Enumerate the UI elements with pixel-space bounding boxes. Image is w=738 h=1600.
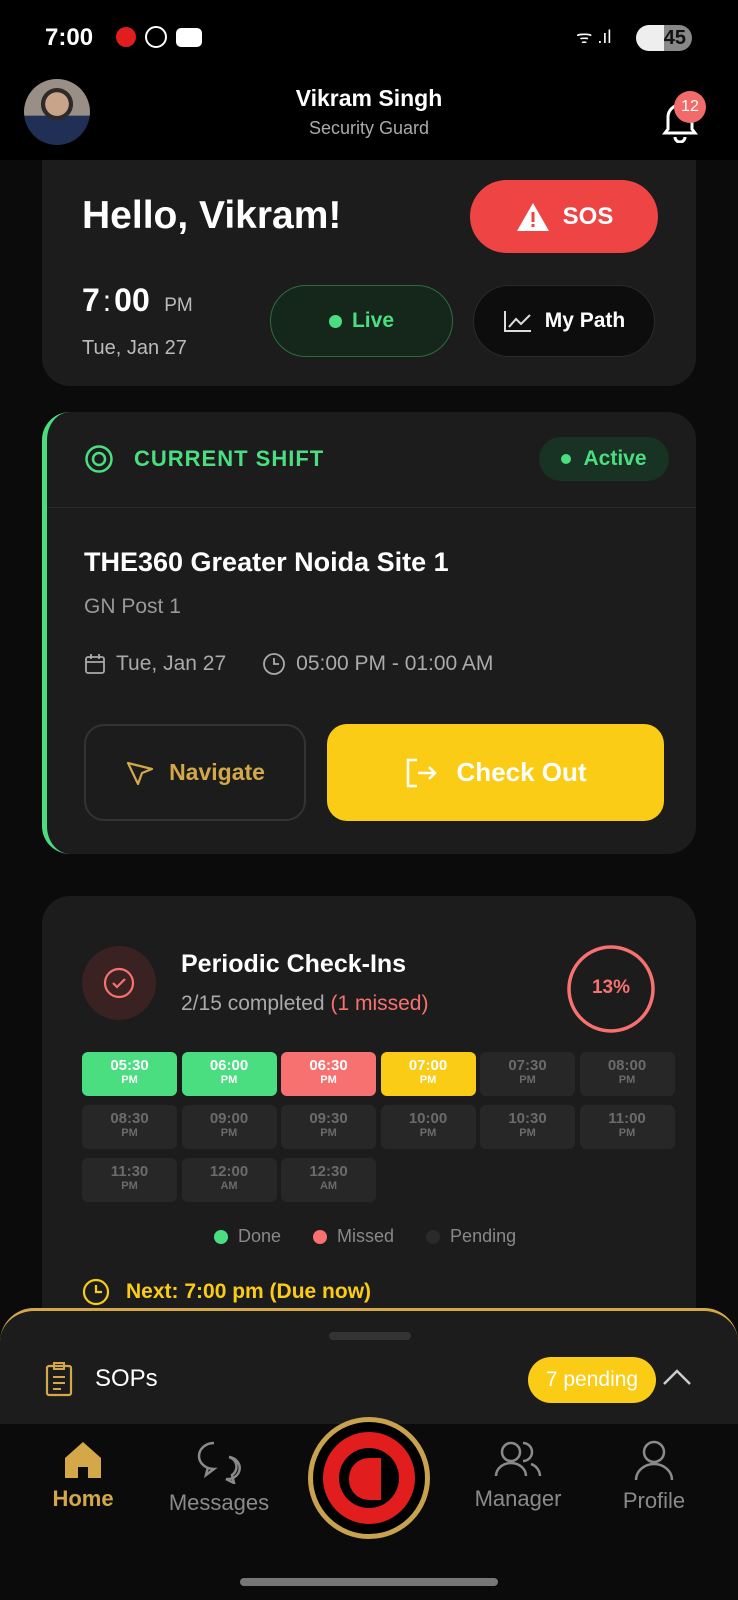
- app-logo-notif-icon: [116, 27, 136, 47]
- checkin-slot-pending[interactable]: 09:00 PM: [181, 1105, 277, 1149]
- check-circle-icon: [103, 967, 135, 999]
- sops-sheet[interactable]: SOPs 7 pending: [0, 1308, 738, 1428]
- status-time: 7:00: [45, 24, 94, 51]
- site-name: THE360 Greater Noida Site 1: [84, 547, 449, 577]
- greeting-text: Hello, Vikram!: [82, 194, 342, 237]
- user-role: Security Guard: [308, 118, 430, 138]
- checkin-slot-pending[interactable]: 10:00 PM: [380, 1105, 476, 1149]
- checkin-slot-pending[interactable]: 10:30 PM: [480, 1105, 575, 1149]
- shift-hours: 05:00 PM - 01:00 AM: [296, 652, 494, 675]
- sops-pending-badge: 7 pending: [528, 1357, 656, 1403]
- chevron-up-icon[interactable]: [662, 1367, 692, 1387]
- youtube-icon: [176, 28, 202, 47]
- wifi-signal-icon: ᯤ .ıl: [576, 27, 612, 47]
- nav-messages[interactable]: Messages: [149, 1440, 289, 1516]
- checkin-slot-pending[interactable]: 09:30 PM: [281, 1105, 376, 1149]
- warning-icon: [516, 202, 549, 231]
- calendar-icon: [85, 654, 105, 674]
- battery-indicator: 45: [636, 25, 692, 51]
- nav-home[interactable]: Home: [13, 1440, 153, 1512]
- navigation-arrow-icon: [126, 761, 154, 785]
- checkin-slot-missed[interactable]: 06:30 PM: [281, 1052, 376, 1096]
- sops-label: SOPs: [95, 1365, 158, 1392]
- chart-line-icon: [503, 311, 531, 332]
- checkin-slot-pending[interactable]: 12:00 AM: [181, 1158, 277, 1202]
- checkin-slot-pending[interactable]: 11:00 PM: [579, 1105, 675, 1149]
- progress-ring: 13%: [566, 944, 656, 1034]
- drag-handle[interactable]: [329, 1332, 411, 1340]
- next-checkin: Next: 7:00 pm (Due now): [126, 1280, 372, 1303]
- user-name: Vikram Singh: [295, 85, 443, 111]
- checkin-slot-pending[interactable]: 08:30 PM: [82, 1105, 177, 1149]
- clock-icon: [263, 653, 286, 675]
- nav-profile[interactable]: Profile: [584, 1440, 724, 1514]
- sos-button[interactable]: SOS: [470, 180, 658, 253]
- my-path-button[interactable]: My Path: [473, 285, 655, 357]
- notifications-button[interactable]: 12: [660, 91, 710, 143]
- home-icon: [65, 1442, 101, 1478]
- notification-badge: 12: [674, 91, 706, 123]
- checkin-slot-pending[interactable]: 12:30 AM: [281, 1158, 376, 1202]
- progress-percent: 13%: [591, 977, 631, 998]
- nav-manager[interactable]: Manager: [448, 1440, 588, 1512]
- target-icon: [85, 445, 113, 473]
- current-date: Tue, Jan 27: [82, 337, 187, 359]
- current-shift-card: CURRENT SHIFT Active THE360 Greater Noid…: [42, 412, 696, 854]
- home-indicator[interactable]: [240, 1578, 498, 1586]
- shift-section-label: CURRENT SHIFT: [134, 446, 325, 471]
- avatar[interactable]: [24, 79, 90, 145]
- checkin-icon-wrap: [82, 946, 156, 1020]
- live-dot-icon: [328, 314, 342, 328]
- shift-date: Tue, Jan 27: [116, 652, 227, 675]
- live-button[interactable]: Live: [270, 285, 453, 357]
- checkin-slot-done[interactable]: 05:30 PM: [82, 1052, 177, 1096]
- checkin-slot-current[interactable]: 07:00 PM: [380, 1052, 476, 1096]
- app-header: Vikram Singh Security Guard 12: [0, 75, 738, 160]
- clock-icon: [82, 1278, 110, 1306]
- checkin-slot-done[interactable]: 06:00 PM: [181, 1052, 277, 1096]
- checkin-slot-pending[interactable]: 08:00 PM: [579, 1052, 675, 1096]
- checkins-summary: 2/15 completed (1 missed): [181, 992, 429, 1015]
- clipboard-icon: [45, 1362, 73, 1397]
- messages-icon: [197, 1441, 241, 1486]
- checkins-title: Periodic Check-Ins: [181, 950, 407, 978]
- logo-c-icon: [349, 1458, 389, 1500]
- logout-icon: [407, 758, 438, 787]
- check-out-button[interactable]: Check Out: [327, 724, 664, 821]
- sos-label: SOS: [562, 202, 614, 230]
- checkin-slot-pending[interactable]: 11:30 PM: [82, 1158, 177, 1202]
- current-time: 7:00 PM: [82, 282, 193, 318]
- shift-status-badge: Active: [539, 437, 669, 481]
- manager-icon: [494, 1441, 542, 1477]
- checkin-slot-pending[interactable]: 07:30 PM: [480, 1052, 575, 1096]
- legend: Done Missed Pending: [214, 1226, 516, 1247]
- greeting-card: Hello, Vikram! SOS 7:00 PM Tue, Jan 27 L…: [42, 130, 696, 386]
- profile-icon: [634, 1440, 674, 1481]
- center-logo-button[interactable]: [308, 1417, 430, 1539]
- post-name: GN Post 1: [84, 595, 181, 618]
- whatsapp-icon: [145, 26, 167, 48]
- navigate-button[interactable]: Navigate: [84, 724, 306, 821]
- periodic-checkins-card: Periodic Check-Ins 2/15 completed (1 mis…: [42, 896, 696, 1356]
- status-bar: 7:00 ᯤ .ıl 45: [0, 0, 738, 75]
